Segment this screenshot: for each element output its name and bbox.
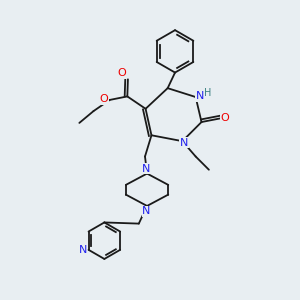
- Text: N: N: [142, 206, 151, 216]
- Text: N: N: [180, 138, 188, 148]
- Text: N: N: [79, 245, 87, 255]
- Text: O: O: [118, 68, 126, 78]
- Text: N: N: [142, 164, 151, 174]
- Text: N: N: [196, 92, 204, 101]
- Text: H: H: [204, 88, 212, 98]
- Text: O: O: [99, 94, 108, 104]
- Text: O: O: [221, 113, 230, 123]
